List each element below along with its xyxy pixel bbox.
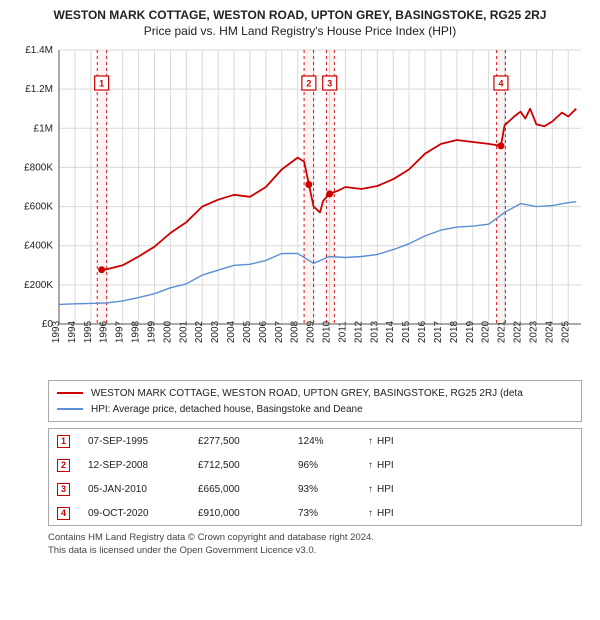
transaction-marker-icon: 3 (57, 483, 70, 496)
legend-item: HPI: Average price, detached house, Basi… (57, 401, 573, 417)
transaction-suffix: HPI (377, 460, 394, 471)
transaction-date: 12-SEP-2008 (88, 460, 198, 471)
chart-container: £0£200K£400K£600K£800K£1M£1.2M£1.4M19931… (15, 44, 585, 374)
up-arrow-icon: ↑ (368, 484, 373, 495)
line-chart: £0£200K£400K£600K£800K£1M£1.2M£1.4M19931… (15, 44, 585, 374)
transaction-date: 07-SEP-1995 (88, 436, 198, 447)
transaction-suffix: HPI (377, 484, 394, 495)
svg-text:£400K: £400K (24, 241, 53, 252)
transaction-marker-icon: 2 (57, 459, 70, 472)
transaction-date: 05-JAN-2010 (88, 484, 198, 495)
transaction-row: 1 07-SEP-1995£277,500124%↑ HPI (49, 429, 581, 453)
transaction-suffix: HPI (377, 436, 394, 447)
transaction-marker-icon: 4 (57, 507, 70, 520)
svg-text:1: 1 (99, 79, 104, 89)
transaction-pct: 124% (298, 436, 368, 447)
transaction-price: £712,500 (198, 460, 298, 471)
legend-swatch (57, 408, 83, 410)
transaction-row: 4 09-OCT-2020£910,00073%↑ HPI (49, 501, 581, 525)
svg-text:£1.2M: £1.2M (25, 84, 53, 95)
transactions-table: 107-SEP-1995£277,500124%↑HPI212-SEP-2008… (48, 428, 582, 526)
up-arrow-icon: ↑ (368, 508, 373, 519)
legend-label: HPI: Average price, detached house, Basi… (91, 404, 363, 415)
svg-text:3: 3 (327, 79, 332, 89)
svg-text:£200K: £200K (24, 280, 53, 291)
up-arrow-icon: ↑ (368, 460, 373, 471)
svg-text:2: 2 (306, 79, 311, 89)
legend-label: WESTON MARK COTTAGE, WESTON ROAD, UPTON … (91, 388, 523, 399)
transaction-row: 3 05-JAN-2010£665,00093%↑ HPI (49, 477, 581, 501)
transaction-row: 2 12-SEP-2008£712,50096%↑ HPI (49, 453, 581, 477)
transaction-date: 09-OCT-2020 (88, 508, 198, 519)
svg-text:£800K: £800K (24, 162, 53, 173)
transaction-pct: 93% (298, 484, 368, 495)
transaction-suffix: HPI (377, 508, 394, 519)
chart-title: WESTON MARK COTTAGE, WESTON ROAD, UPTON … (8, 8, 592, 22)
transaction-price: £277,500 (198, 436, 298, 447)
legend: WESTON MARK COTTAGE, WESTON ROAD, UPTON … (48, 380, 582, 422)
transaction-price: £665,000 (198, 484, 298, 495)
legend-item: WESTON MARK COTTAGE, WESTON ROAD, UPTON … (57, 385, 573, 401)
svg-text:£1.4M: £1.4M (25, 45, 53, 56)
svg-text:4: 4 (498, 79, 503, 89)
footnote-line: Contains HM Land Registry data © Crown c… (48, 532, 582, 545)
svg-text:£600K: £600K (24, 202, 53, 213)
footnote-line: This data is licensed under the Open Gov… (48, 545, 582, 558)
transaction-marker-icon: 1 (57, 435, 70, 448)
svg-text:£1M: £1M (34, 123, 53, 134)
transaction-pct: 96% (298, 460, 368, 471)
transaction-price: £910,000 (198, 508, 298, 519)
legend-swatch (57, 392, 83, 394)
transaction-pct: 73% (298, 508, 368, 519)
up-arrow-icon: ↑ (368, 436, 373, 447)
chart-subtitle: Price paid vs. HM Land Registry's House … (8, 24, 592, 38)
footnote: Contains HM Land Registry data © Crown c… (48, 532, 582, 558)
